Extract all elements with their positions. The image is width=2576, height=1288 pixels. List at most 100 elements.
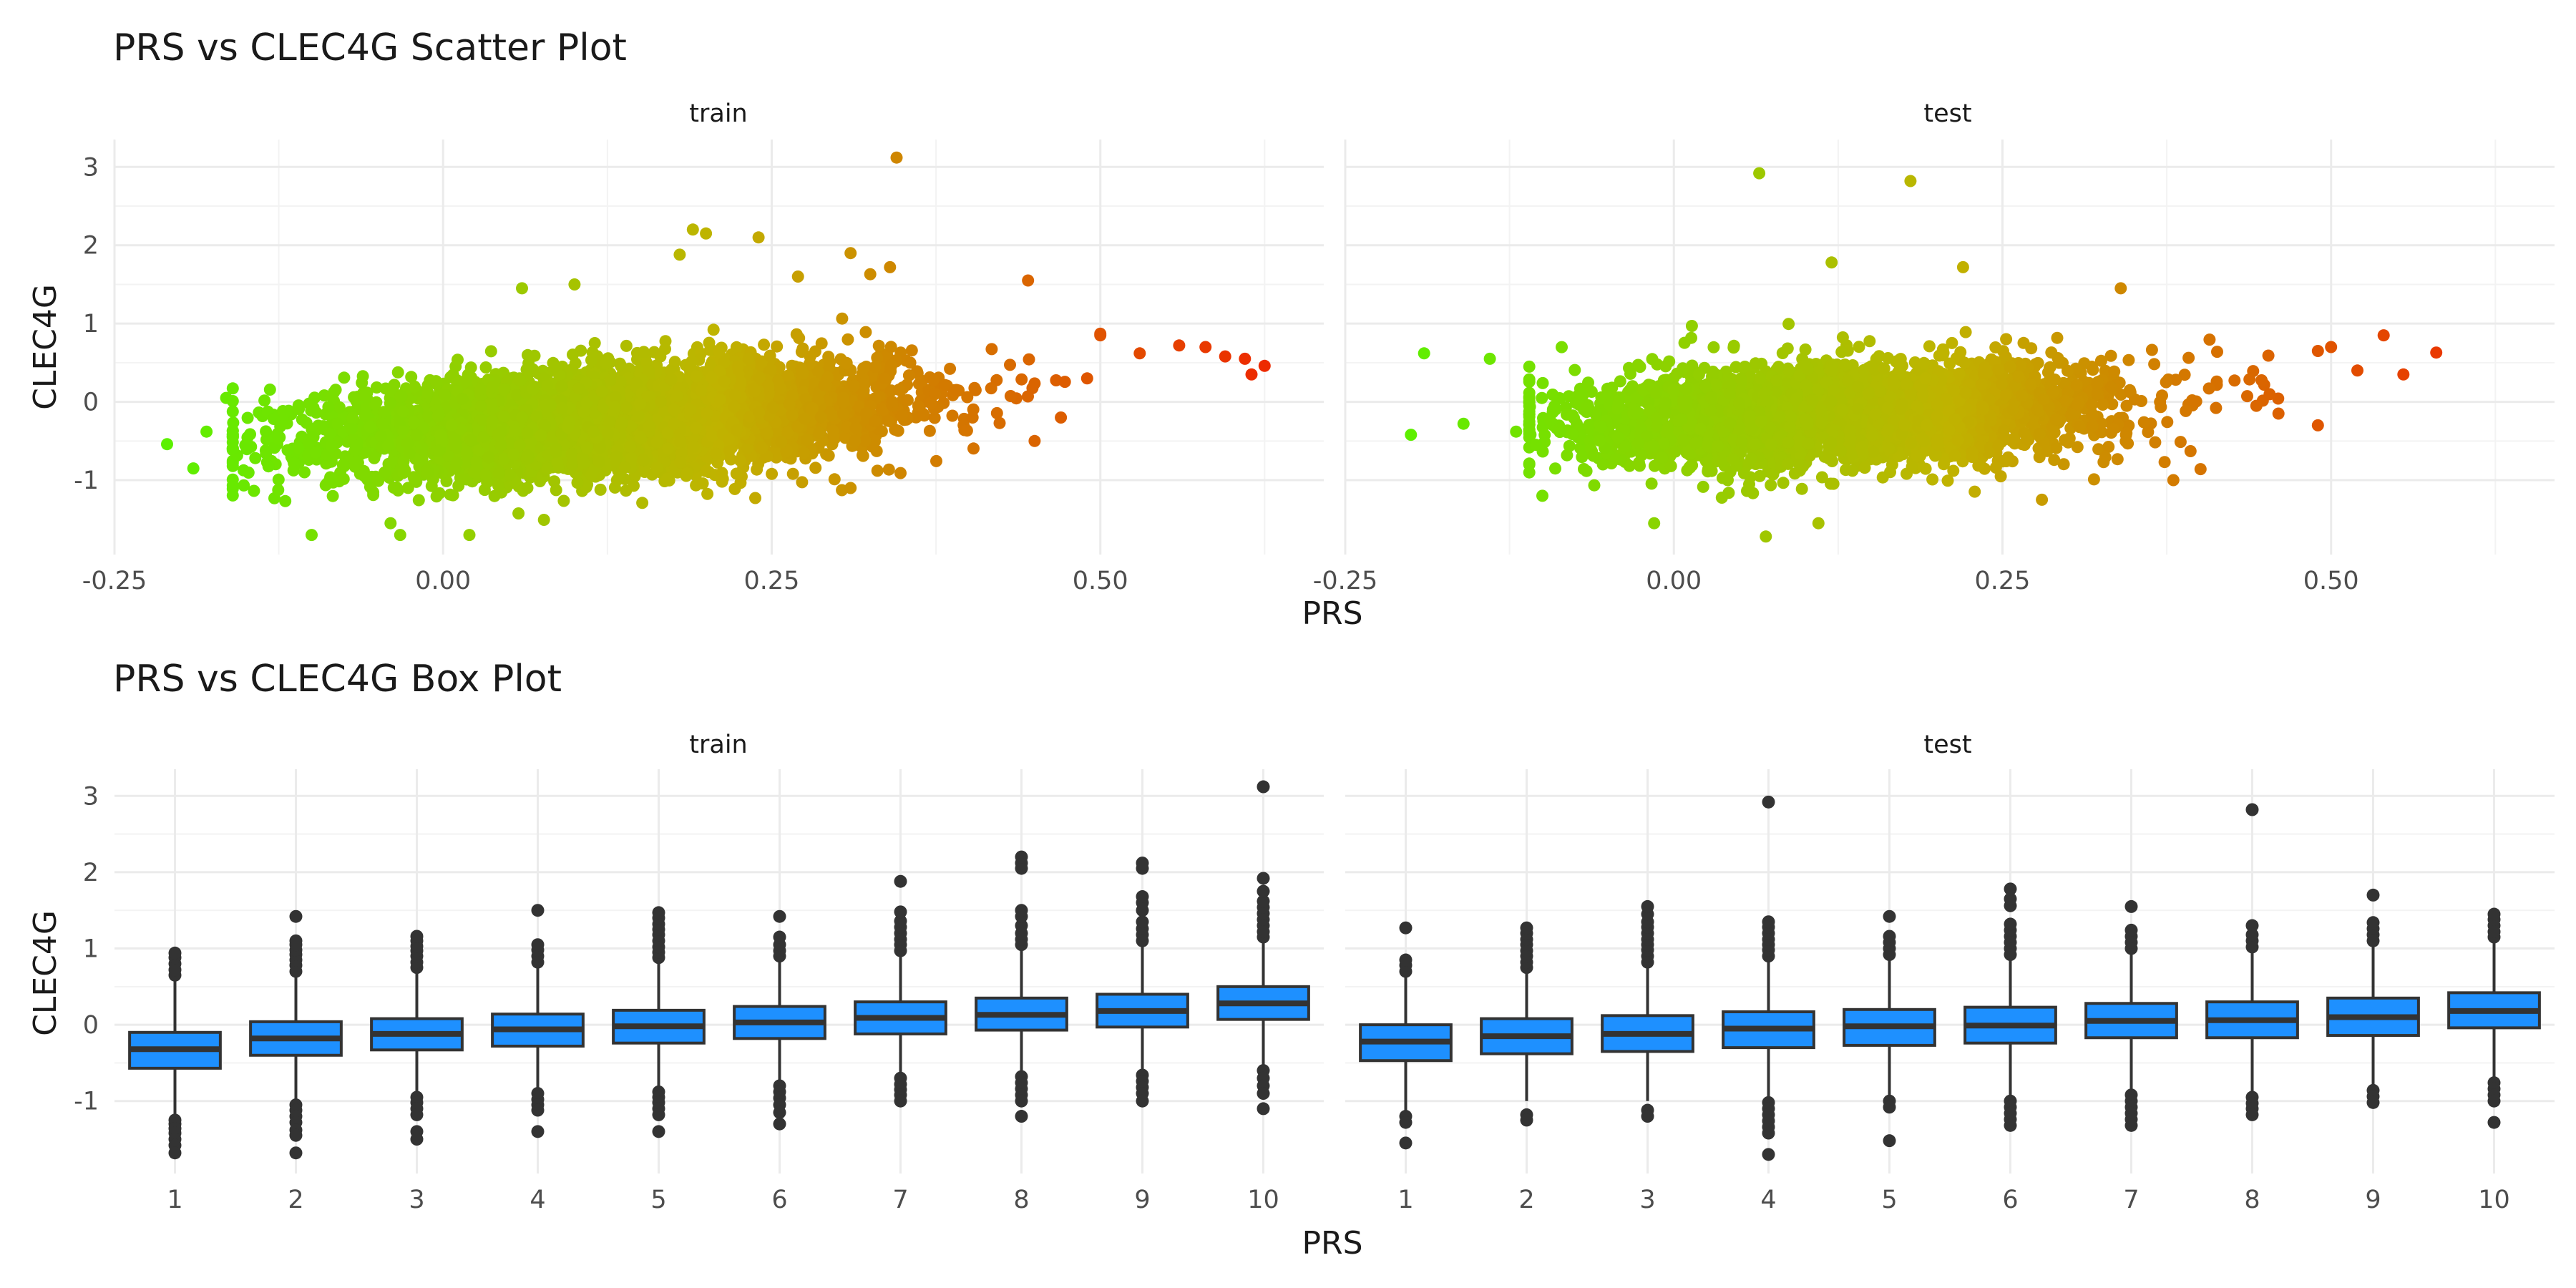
scatter-point xyxy=(696,477,709,490)
scatter-point xyxy=(905,344,918,357)
box-test-grid xyxy=(1345,769,2555,1174)
scatter-point xyxy=(869,361,882,374)
scatter-point xyxy=(412,494,425,507)
scatter-point xyxy=(896,409,909,422)
scatter-point xyxy=(394,390,406,403)
scatter-point xyxy=(474,383,487,396)
scatter-point xyxy=(766,467,779,480)
scatter-point xyxy=(650,462,663,474)
scatter-point xyxy=(249,452,262,464)
scatter-point xyxy=(795,346,808,358)
scatter-point xyxy=(484,345,497,358)
scatter-point xyxy=(346,411,359,424)
scatter-point xyxy=(847,379,860,392)
scatter-point xyxy=(272,484,285,497)
scatter-point xyxy=(226,405,239,418)
scatter-point xyxy=(287,464,300,477)
scatter-point xyxy=(550,484,562,497)
scatter-point xyxy=(871,464,884,477)
scatter-point xyxy=(638,346,650,358)
scatter-point xyxy=(293,403,306,416)
scatter-point xyxy=(828,473,841,486)
scatter-point xyxy=(372,474,384,487)
scatter-point xyxy=(367,486,380,499)
scatter-point xyxy=(829,432,841,445)
scatter-point xyxy=(930,454,942,467)
scatter-point xyxy=(660,472,673,485)
scatter-point xyxy=(333,401,346,414)
scatter-point xyxy=(244,428,256,441)
scatter-point xyxy=(886,395,899,408)
scatter-point xyxy=(262,460,275,473)
scatter-point xyxy=(242,467,255,479)
scatter-point xyxy=(659,335,672,348)
scatter-point xyxy=(326,489,339,502)
scatter-point xyxy=(1004,390,1017,402)
scatter-point xyxy=(492,479,504,492)
scatter-point xyxy=(967,442,980,455)
scatter-point xyxy=(397,467,410,479)
scatter-point xyxy=(654,350,667,363)
scatter-point xyxy=(857,449,869,462)
scatter-point xyxy=(758,338,771,351)
scatter-point xyxy=(1028,377,1041,390)
scatter-point xyxy=(901,394,914,406)
scatter-point xyxy=(241,411,254,424)
scatter-point xyxy=(279,494,292,507)
scatter-point xyxy=(1015,373,1028,386)
scatter-point xyxy=(713,345,726,358)
scatter-point xyxy=(859,326,872,338)
scatter-point xyxy=(628,479,640,492)
scatter-point xyxy=(248,484,260,497)
scatter-point xyxy=(370,396,383,409)
scatter-point xyxy=(944,362,957,375)
scatter-point xyxy=(452,353,464,366)
scatter-point xyxy=(707,323,720,336)
scatter-point xyxy=(337,472,350,485)
scatter-point xyxy=(620,339,633,352)
scatter-point xyxy=(226,473,239,486)
scatter-point xyxy=(637,454,650,467)
scatter-point xyxy=(882,463,895,476)
scatter-point xyxy=(604,374,617,387)
scatter-point xyxy=(349,459,361,472)
scatter-point xyxy=(528,349,541,362)
scatter-point xyxy=(836,312,849,325)
scatter-point xyxy=(260,447,273,459)
scatter-point xyxy=(733,454,746,467)
scatter-point xyxy=(1058,376,1071,389)
scatter-point xyxy=(884,341,897,353)
scatter-point xyxy=(837,408,850,421)
scatter-point xyxy=(522,449,535,462)
scatter-point xyxy=(960,424,973,437)
scatter-point xyxy=(701,487,714,500)
scatter-point xyxy=(728,482,741,495)
scatter-point xyxy=(263,384,276,396)
scatter-point xyxy=(260,425,273,438)
scatter-point xyxy=(840,356,853,369)
scatter-point xyxy=(795,362,808,375)
scatter-point xyxy=(636,497,649,509)
scatter-point xyxy=(1023,353,1035,366)
scatter-point xyxy=(509,424,522,437)
scatter-point xyxy=(521,482,534,494)
scatter-point xyxy=(967,403,980,416)
scatter-point xyxy=(549,361,561,374)
scatter-point xyxy=(730,341,743,353)
scatter-point xyxy=(338,371,351,384)
scatter-point xyxy=(1004,358,1016,371)
box-strip-test: test xyxy=(1923,731,1971,759)
scatter-plot-title: PRS vs CLEC4G Scatter Plot xyxy=(113,26,627,69)
scatter-point xyxy=(990,406,1003,419)
scatter-point xyxy=(716,467,728,479)
scatter-point xyxy=(479,361,492,374)
scatter-point xyxy=(281,444,294,457)
scatter-point xyxy=(498,383,511,396)
scatter-point xyxy=(429,375,442,388)
scatter-point xyxy=(786,467,799,480)
scatter-point xyxy=(894,467,907,479)
scatter-point xyxy=(872,339,885,352)
scatter-point xyxy=(923,424,936,437)
scatter-point xyxy=(227,416,240,429)
